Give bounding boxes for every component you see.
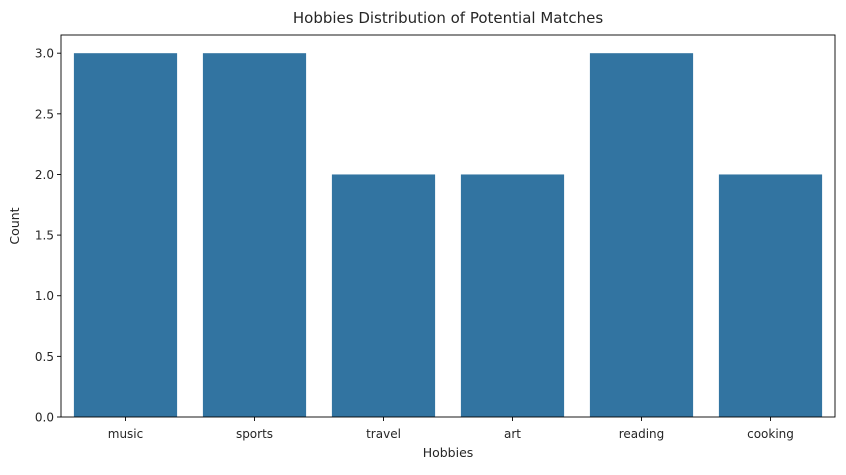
bar-reading [589, 53, 694, 417]
y-tick-label: 1.5 [35, 229, 54, 243]
x-axis-ticks: music sports travel art reading cooking [108, 417, 794, 441]
y-axis-title: Count [7, 207, 22, 244]
y-tick-label: 0.5 [35, 350, 54, 364]
bar-music [73, 53, 178, 417]
y-tick-label: 2.5 [35, 107, 54, 121]
bar-sports [202, 53, 307, 417]
y-tick-label: 3.0 [35, 47, 54, 61]
x-axis-title: Hobbies [423, 445, 474, 460]
x-tick-label: cooking [747, 427, 794, 441]
y-tick-label: 0.0 [35, 411, 54, 425]
y-tick-label: 1.0 [35, 289, 54, 303]
x-tick-label: travel [366, 427, 401, 441]
x-tick-label: art [504, 427, 521, 441]
x-tick-label: music [108, 427, 143, 441]
bar-cooking [718, 174, 823, 417]
bars-layer [73, 53, 823, 417]
y-axis-ticks: 0.0 0.5 1.0 1.5 2.0 2.5 3.0 [35, 47, 61, 425]
plot-frame [60, 34, 836, 418]
y-tick-label: 2.0 [35, 168, 54, 182]
bar-art [460, 174, 565, 417]
x-tick-label: reading [619, 427, 665, 441]
x-tick-label: sports [236, 427, 273, 441]
chart-title: Hobbies Distribution of Potential Matche… [293, 9, 603, 27]
bar-travel [331, 174, 436, 417]
